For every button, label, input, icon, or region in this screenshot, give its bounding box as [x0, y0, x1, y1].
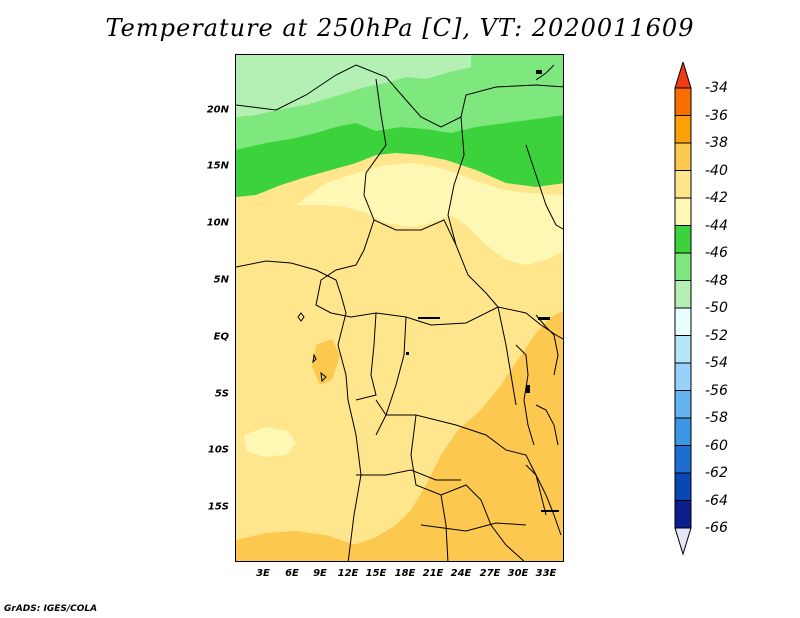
map-panel	[235, 54, 564, 562]
lat-label: 10S	[207, 444, 229, 456]
colorbar-swatch	[674, 417, 692, 446]
lat-label: 15S	[207, 501, 229, 513]
colorbar-label: -42	[705, 190, 728, 206]
colorbar-swatch	[674, 252, 692, 281]
lon-label: 9E	[313, 568, 327, 579]
field-c48-ne	[486, 55, 563, 89]
lon-label: 21E	[422, 568, 444, 579]
lat-label: 15N	[206, 160, 229, 172]
colorbar-label: -44	[705, 217, 728, 234]
colorbar-label: -56	[705, 382, 728, 399]
colorbar-swatch	[674, 472, 692, 501]
colorbar-label: -40	[705, 162, 728, 179]
lon-label: 27E	[479, 568, 501, 579]
lon-label: 33E	[535, 568, 557, 579]
lat-label: 5N	[213, 274, 229, 286]
colorbar-label: -36	[705, 107, 728, 124]
field-c50	[236, 55, 471, 117]
lat-label: 10N	[206, 217, 229, 229]
lake-marks	[406, 70, 559, 512]
colorbar-label: -46	[705, 245, 728, 261]
lon-label: 6E	[285, 568, 299, 579]
colorbar-swatch	[674, 87, 692, 116]
colorbar-swatch	[674, 500, 692, 529]
lon-label: 18E	[394, 568, 416, 579]
colorbar-swatch	[674, 445, 692, 474]
colorbar-swatch	[674, 335, 692, 364]
colorbar-label: -64	[705, 492, 728, 509]
temperature-map	[236, 55, 563, 561]
field-c42-north	[296, 163, 563, 265]
lon-label: 24E	[450, 568, 472, 579]
lon-label: 3E	[256, 568, 270, 579]
colorbar	[674, 62, 692, 556]
colorbar-swatch	[674, 307, 692, 336]
colorbar-label: -60	[705, 437, 728, 454]
lat-label: 5S	[214, 388, 229, 400]
lon-label: 30E	[507, 568, 529, 579]
field-c42-sw	[244, 427, 296, 457]
field-c38-west	[312, 339, 340, 385]
colorbar-swatch	[674, 225, 692, 254]
colorbar-label: -66	[705, 520, 728, 536]
colorbar-bottom-arrow	[674, 527, 692, 556]
colorbar-swatch	[674, 170, 692, 199]
lon-label: 15E	[365, 568, 387, 579]
colorbar-swatch	[674, 362, 692, 391]
map-title: Temperature at 250hPa [C], VT: 202001160…	[105, 14, 695, 42]
colorbar-swatch	[674, 197, 692, 226]
country-borders	[236, 64, 563, 561]
colorbar-label: -50	[705, 300, 728, 316]
field-c38-south	[236, 531, 356, 561]
colorbar-label: -38	[705, 135, 728, 151]
colorbar-label: -52	[705, 327, 728, 344]
lon-label: 12E	[337, 568, 359, 579]
colorbar-swatch	[674, 390, 692, 419]
colorbar-swatch	[674, 142, 692, 171]
colorbar-label: -48	[705, 272, 728, 289]
lat-label: 20N	[206, 104, 229, 116]
colorbar-swatch	[674, 280, 692, 309]
colorbar-label: -54	[705, 355, 728, 371]
colorbar-swatch	[674, 115, 692, 144]
colorbar-label: -58	[705, 410, 728, 426]
lat-label: EQ	[213, 331, 229, 343]
colorbar-top-arrow	[674, 62, 692, 89]
grads-credit: GrADS: IGES/COLA	[4, 604, 98, 614]
colorbar-label: -62	[705, 465, 728, 481]
colorbar-label: -34	[705, 80, 728, 96]
